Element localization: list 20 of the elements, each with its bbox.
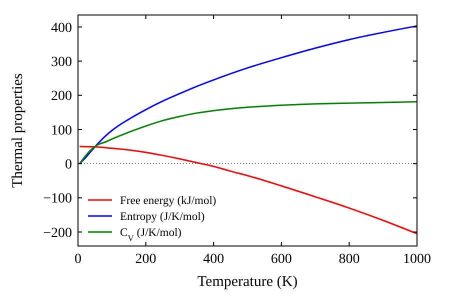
y-tick-label: 100 <box>51 123 72 138</box>
legend-label: C$_{V}$ (J/K/mol) <box>120 227 182 244</box>
x-tick-label: 800 <box>338 252 360 267</box>
line-series <box>78 25 418 164</box>
x-tick-label: 200 <box>135 252 156 267</box>
line-series <box>78 101 418 164</box>
y-tick-label: 400 <box>51 20 72 36</box>
x-tick-label: 400 <box>203 252 224 267</box>
y-axis-title: Thermal properties <box>10 73 26 188</box>
y-tick-label: 0 <box>65 158 72 173</box>
legend-label: Free energy (kJ/mol) <box>120 195 216 208</box>
y-tick-label: −200 <box>43 226 72 241</box>
x-tick-label: 1000 <box>403 252 431 267</box>
y-tick-label: 300 <box>51 55 72 70</box>
legend-label: Entropy (J/K/mol) <box>120 211 205 224</box>
x-tick-label: 600 <box>270 252 292 267</box>
x-axis-title: Temperature (K) <box>197 274 298 290</box>
y-tick-label: −100 <box>43 192 72 207</box>
y-tick-label: 200 <box>51 89 72 104</box>
x-tick-label: 0 <box>74 252 82 267</box>
